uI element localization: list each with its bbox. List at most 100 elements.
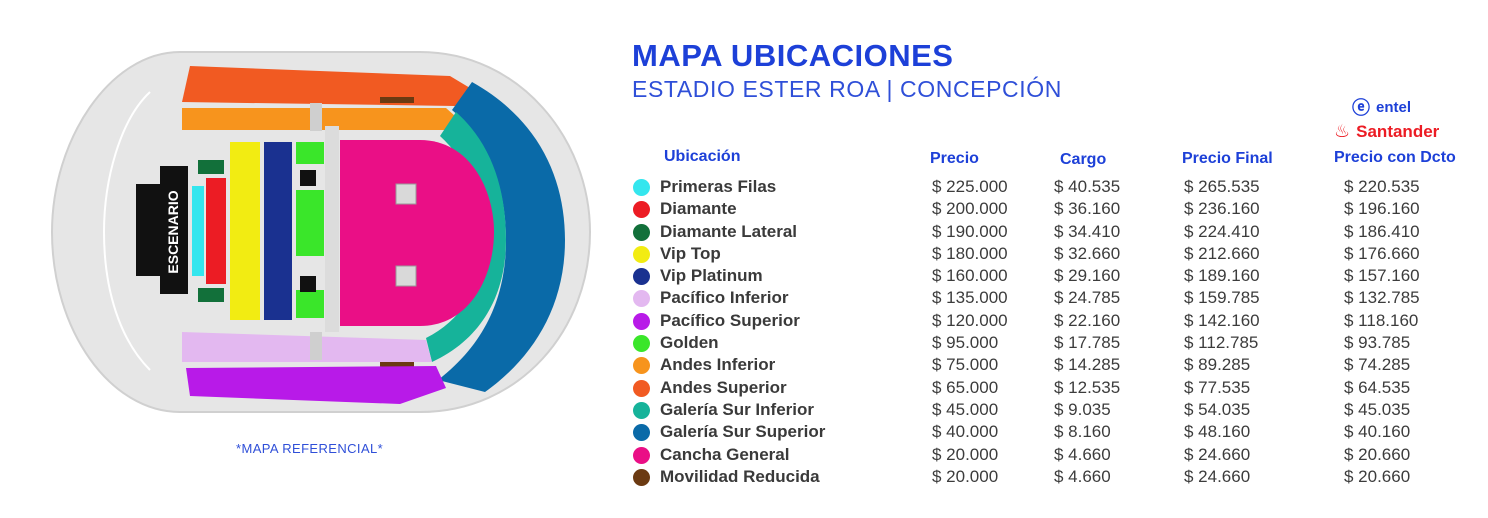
stadium-map: ESCENARIO [50,51,592,413]
final-price-cell: $ 159.785 [1184,288,1260,308]
location-name: Andes Inferior [660,355,776,375]
discount-price-cell: $ 40.160 [1344,422,1411,442]
legend-color-dot [633,312,650,330]
section-vip-platinum [264,142,292,320]
discount-price-cell: $ 74.285 [1344,355,1411,375]
section-golden-3 [296,290,324,318]
location-name: Vip Platinum [660,266,763,286]
discount-price-cell: $ 186.410 [1344,221,1420,241]
field-tower-1 [395,183,417,205]
section-galeria-sur-superior [438,82,565,392]
location-name: Galería Sur Superior [660,422,826,442]
discount-price-cell: $ 157.160 [1344,266,1420,286]
legend-color-dot [633,179,650,196]
final-price-cell: $ 189.160 [1184,266,1260,286]
legend-color-dot [633,268,650,286]
charge-cell: $ 29.160 [1054,266,1121,286]
legend-color-dot [633,379,650,397]
price-cell: $ 45.000 [932,399,999,419]
discount-price-cell: $ 196.160 [1344,199,1420,219]
stage [160,166,188,294]
charge-cell: $ 34.410 [1054,221,1121,241]
entel-text: entel [1376,98,1412,116]
reduced-mobility-top [380,97,414,103]
discount-price-cell: $ 20.660 [1344,444,1411,464]
santander-text: Santander [1356,121,1440,141]
page-title: MAPA UBICACIONES [632,38,954,73]
section-golden-2 [296,190,324,256]
price-cell: $ 120.000 [932,310,1008,330]
discount-price-cell: $ 20.660 [1344,466,1411,486]
sound-booth-bottom [300,276,316,292]
location-name: Vip Top [660,243,721,263]
discount-price-cell: $ 118.160 [1344,310,1419,330]
discount-price-cell: $ 93.785 [1344,333,1411,353]
charge-cell: $ 4.660 [1054,466,1111,486]
charge-cell: $ 4.660 [1054,444,1111,464]
location-name: Diamante Lateral [660,221,797,241]
table-row: Cancha General $ 20.000 $ 4.660 $ 24.660 $ 2… [632,444,1482,466]
table-row: Andes Inferior $ 75.000 $ 14.285 $ 89.285 $ … [632,354,1482,376]
price-cell: $ 200.000 [932,199,1008,219]
table-row: Diamante $ 200.000 $ 36.160 $ 236.160 $ 196.… [632,198,1482,220]
charge-cell: $ 9.035 [1054,399,1111,419]
header-discount-price: Precio con Dcto [1334,149,1456,166]
final-price-cell: $ 265.535 [1184,177,1260,196]
section-diamante-lateral-top [198,160,224,174]
price-cell: $ 20.000 [932,466,999,486]
location-name: Golden [660,333,719,353]
charge-cell: $ 22.160 [1054,310,1121,330]
charge-cell: $ 32.660 [1054,243,1121,263]
stage-back [136,184,164,276]
legend-color-dot [633,424,650,442]
final-price-cell: $ 89.285 [1184,355,1251,375]
final-price-cell: $ 54.035 [1184,399,1251,419]
section-cancha-general [340,140,494,326]
location-name: Galería Sur Inferior [660,399,814,419]
field-tower-2 [395,265,417,287]
section-andes-superior [182,66,470,106]
walkway-left [325,126,339,332]
price-cell: $ 190.000 [932,221,1008,241]
table-row: Andes Superior $ 65.000 $ 12.535 $ 77.535 $ … [632,377,1482,399]
location-name: Pacífico Inferior [660,288,789,308]
charge-cell: $ 24.785 [1054,288,1121,308]
location-name: Diamante [660,199,737,219]
map-disclaimer: *MAPA REFERENCIAL* [236,441,384,456]
final-price-cell: $ 24.660 [1184,466,1251,486]
charge-cell: $ 17.785 [1054,333,1121,353]
section-diamante [206,178,226,284]
walkway-top [310,103,322,131]
entel-icon: ⓔ [1352,98,1370,119]
section-pacifico-superior [186,366,446,404]
price-cell: $ 40.000 [932,422,999,442]
table-row: Movilidad Reducida $ 20.000 $ 4.660 $ 24.66… [632,466,1482,488]
santander-logo: ♨ Santander [1334,121,1439,142]
price-cell: $ 160.000 [932,266,1008,286]
location-name: Pacífico Superior [660,310,800,330]
legend-color-dot [633,401,650,419]
final-price-cell: $ 224.410 [1184,221,1260,241]
location-name: Andes Superior [660,377,787,397]
price-table: Primeras Filas $ 225.000 $ 40.535 $ 265.535… [632,176,1482,488]
table-row: Vip Top $ 180.000 $ 32.660 $ 212.660 $ 176.6… [632,243,1482,265]
section-golden-1 [296,142,324,164]
legend-color-dot [633,223,650,241]
price-cell: $ 135.000 [932,288,1008,308]
legend-color-dot [633,245,650,263]
location-name: Cancha General [660,444,790,464]
final-price-cell: $ 236.160 [1184,199,1260,219]
header-charge: Cargo [1060,151,1107,168]
price-cell: $ 180.000 [932,243,1008,263]
legend-color-dot [633,468,650,486]
discount-price-cell: $ 45.035 [1344,399,1411,419]
price-cell: $ 65.000 [932,377,999,397]
table-row: Diamante Lateral $ 190.000 $ 34.410 $ 224.4… [632,221,1482,243]
table-row: Vip Platinum $ 160.000 $ 29.160 $ 189.160 $ … [632,265,1482,287]
price-cell: $ 75.000 [932,355,999,375]
final-price-cell: $ 212.660 [1184,243,1260,263]
reduced-mobility-bottom [380,362,414,368]
charge-cell: $ 12.535 [1054,377,1121,397]
location-name: Movilidad Reducida [660,466,820,486]
section-vip-top [230,142,260,320]
